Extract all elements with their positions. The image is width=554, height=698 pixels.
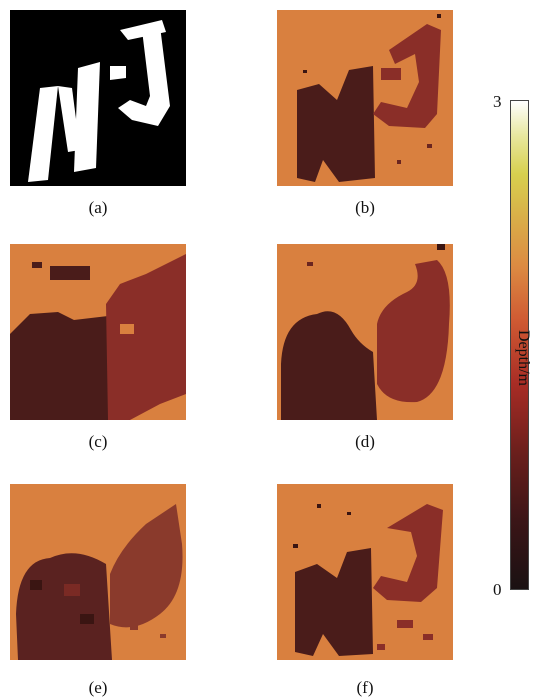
colorbar-axis-label: Depth/m [515, 330, 532, 386]
panel-e-depth-map [10, 484, 186, 660]
caption-b: (b) [355, 198, 375, 217]
caption-d: (d) [355, 432, 375, 451]
panel-c-depth-map [10, 244, 186, 420]
depth-colorbar [510, 100, 529, 590]
caption-a: (a) [88, 198, 108, 217]
caption-f: (f) [356, 678, 374, 697]
panel-d-depth-map [277, 244, 453, 420]
panel-a-mask-image [10, 10, 186, 186]
panel-b-depth-map [277, 10, 453, 186]
caption-c: (c) [88, 432, 108, 451]
colorbar-min-label: 0 [493, 580, 502, 599]
panel-f-depth-map [277, 484, 453, 660]
colorbar-max-label: 3 [493, 92, 502, 111]
caption-e: (e) [88, 678, 108, 697]
